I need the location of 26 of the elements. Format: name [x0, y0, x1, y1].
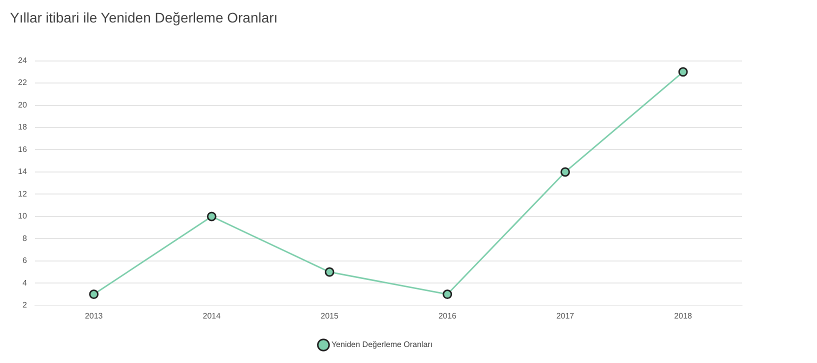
legend-label: Yeniden Değerleme Oranları	[331, 340, 433, 350]
y-tick-label: 20	[18, 100, 28, 110]
y-tick-label: 16	[18, 144, 28, 154]
y-tick-label: 14	[18, 167, 28, 176]
point	[560, 167, 570, 177]
y-tick-label: 22	[18, 78, 28, 88]
y-tick-label: 24	[18, 56, 28, 66]
y-tick-label: 4	[22, 278, 28, 288]
x-tick-label: 2016	[438, 311, 457, 320]
y-tick-label: 8	[22, 234, 28, 243]
x-tick-label: 2014	[202, 311, 222, 320]
y-tick-label: 10	[18, 212, 28, 221]
point	[678, 67, 688, 77]
y-tick-label: 6	[22, 256, 28, 266]
x-tick-label: 2015	[320, 311, 339, 320]
x-tick-label: 2018	[674, 311, 693, 320]
point	[324, 267, 334, 277]
y-tick-label: 2	[22, 300, 28, 310]
point	[206, 212, 216, 222]
point	[442, 290, 452, 300]
point	[89, 290, 99, 300]
x-tick-label: 2013	[84, 311, 104, 320]
y-tick-label: 18	[18, 122, 28, 132]
x-tick-label: 2017	[556, 311, 575, 320]
chart-title: Yıllar itibari ile Yeniden Değerleme Oranları	[10, 9, 278, 26]
y-tick-label: 12	[18, 189, 28, 198]
